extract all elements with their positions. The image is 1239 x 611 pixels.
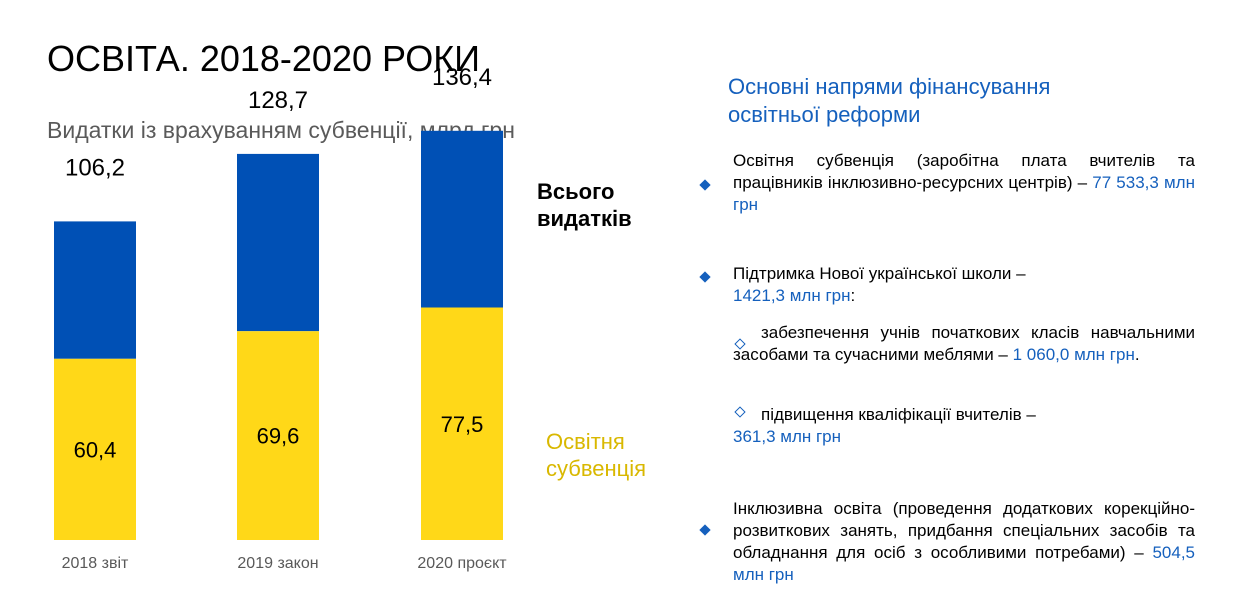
item-value: 1421,3 млн грн [733,286,851,305]
bar-subvention-segment [421,307,503,540]
item-subvention: Освітня субвенція (заробітна плата вчите… [733,151,1195,214]
directions-heading: Основні напрями фінансування освітньої р… [728,74,1051,127]
total-value-label: 106,2 [65,154,125,181]
stacked-bar-chart: 106,2 60,4 2018 звіт 128,7 69,6 2019 закон 136… [54,64,507,572]
item-inclusive: Інклюзивна освіта (проведення додаткових… [733,499,1195,584]
bullet-diamond-icon [699,271,711,283]
bullet-diamond-icon [699,524,711,536]
item-value: 1 060,0 млн грн [1012,345,1135,364]
total-value-label: 128,7 [248,87,308,114]
bar-total-segment [421,130,503,308]
bar-total-segment [237,153,319,332]
subvention-value-label: 77,5 [441,412,484,437]
item-value: 361,3 млн грн [733,427,842,446]
item-nus: Підтримка Нової української школи – 1421… [733,264,1026,305]
category-tick-label: 2018 звіт [62,555,129,572]
bar-subvention-segment [237,331,319,540]
legend-total-label: Всього видатків [537,179,632,231]
item-value: 504,5 млн грн [733,543,1195,584]
item-nus-training: підвищення кваліфікації вчителів – 361,3… [733,405,1036,446]
bullet-diamond-icon [699,179,711,191]
total-value-label: 136,4 [432,64,492,91]
legend-subvention-label: Освітня субвенція [546,429,647,481]
subvention-value-label: 69,6 [257,424,300,449]
subvention-value-label: 60,4 [74,437,117,462]
item-nus-equipment: забезпечення учнів початкових класів нав… [733,323,1195,364]
category-tick-label: 2019 закон [237,555,318,572]
category-tick-label: 2020 проєкт [417,555,507,572]
item-value: 77 533,3 млн грн [733,173,1195,214]
page-title: ОСВІТА. 2018-2020 РОКИ [47,38,481,79]
bar-subvention-segment [54,358,136,540]
bar-total-segment [54,221,136,359]
